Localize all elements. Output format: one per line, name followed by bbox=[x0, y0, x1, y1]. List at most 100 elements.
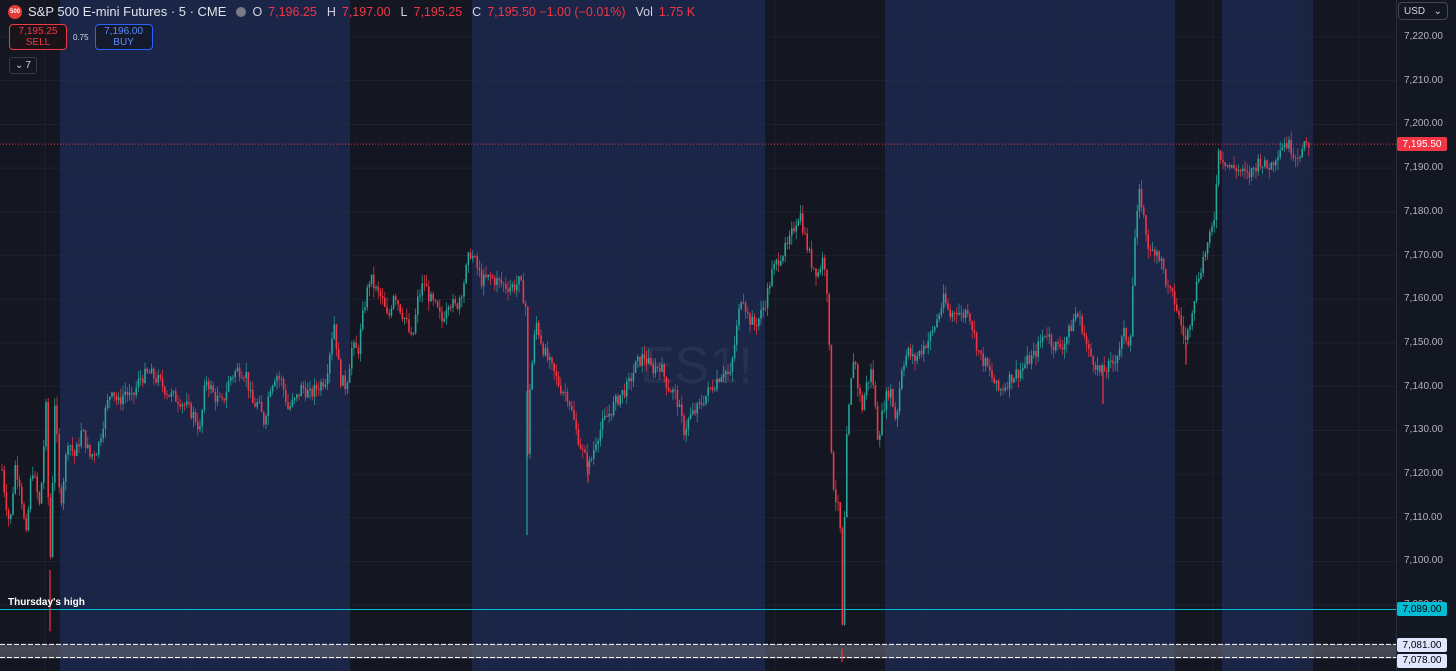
candle-body bbox=[555, 371, 558, 377]
candle-body bbox=[1002, 389, 1004, 391]
candle-body bbox=[441, 311, 443, 322]
candle-body bbox=[49, 497, 52, 557]
candle-body bbox=[1288, 139, 1290, 149]
candle-body bbox=[813, 267, 815, 269]
support-zone bbox=[0, 644, 1396, 659]
candle-body bbox=[12, 493, 14, 515]
candle-body bbox=[995, 380, 998, 384]
candle-body bbox=[1277, 157, 1279, 161]
candle-body bbox=[10, 514, 12, 520]
candle-body bbox=[340, 359, 342, 386]
candle-body bbox=[291, 399, 294, 407]
candle-body bbox=[969, 313, 971, 322]
candle-body bbox=[962, 312, 965, 318]
candle-body bbox=[1030, 354, 1033, 364]
candle-body bbox=[931, 330, 934, 333]
candle-body bbox=[197, 421, 199, 430]
candle-body bbox=[859, 388, 861, 395]
candle-body bbox=[601, 418, 604, 430]
candle-body bbox=[7, 510, 10, 520]
candle-body bbox=[353, 342, 355, 348]
price-chart[interactable] bbox=[0, 0, 1396, 671]
price-tick-label: 7,120.00 bbox=[1404, 468, 1443, 479]
candle-body bbox=[799, 213, 802, 221]
candle-body bbox=[450, 306, 452, 308]
candle-body bbox=[401, 312, 404, 319]
candle-body bbox=[557, 376, 560, 386]
sell-button[interactable]: 7,195.25 SELL bbox=[9, 24, 67, 50]
candle-body bbox=[725, 371, 727, 375]
candle-body bbox=[1268, 168, 1270, 170]
currency-select[interactable]: USD ⌄ bbox=[1398, 2, 1448, 20]
candle-body bbox=[1039, 341, 1042, 343]
candle-body bbox=[828, 294, 830, 346]
candle-body bbox=[852, 362, 855, 379]
candle-body bbox=[1022, 368, 1024, 371]
candle-body bbox=[736, 325, 738, 345]
candle-body bbox=[157, 374, 159, 383]
candle-body bbox=[520, 276, 522, 281]
candle-body bbox=[1198, 278, 1200, 282]
chart-area[interactable]: ES1! 500 S&P 500 E-mini Futures · 5 · CM… bbox=[0, 0, 1396, 671]
candle-body bbox=[1055, 341, 1057, 351]
candle-body bbox=[848, 404, 850, 435]
candle-body bbox=[412, 332, 415, 335]
candle-body bbox=[733, 344, 736, 359]
candle-body bbox=[784, 243, 786, 257]
candle-body bbox=[304, 388, 307, 398]
candle-body bbox=[282, 378, 285, 390]
candle-body bbox=[1081, 316, 1083, 333]
candle-body bbox=[45, 402, 47, 447]
candle-body bbox=[685, 428, 687, 436]
candle-body bbox=[890, 389, 892, 398]
candle-body bbox=[234, 371, 236, 378]
indicators-toggle-button[interactable]: ⌄ 7 bbox=[9, 57, 37, 74]
ohlc-high-value: 7,197.00 bbox=[341, 4, 391, 19]
candle-body bbox=[1050, 334, 1053, 347]
candle-body bbox=[3, 469, 5, 493]
ohlc-close-value: 7,195.50 −1.00 (−0.01%) bbox=[487, 4, 626, 19]
candle-body bbox=[1224, 162, 1226, 166]
candle-body bbox=[606, 415, 608, 417]
candle-body bbox=[76, 444, 78, 456]
candle-body bbox=[579, 444, 582, 449]
price-tick-label: 7,190.00 bbox=[1404, 162, 1443, 174]
candle-body bbox=[432, 293, 434, 300]
candle-body bbox=[1246, 170, 1248, 173]
candle-body bbox=[1037, 341, 1039, 357]
symbol-watermark: ES1! bbox=[640, 337, 753, 395]
candle-body bbox=[502, 283, 505, 285]
candle-body bbox=[164, 386, 166, 395]
candle-body bbox=[718, 378, 720, 382]
candle-body bbox=[300, 385, 302, 397]
candle-body bbox=[487, 274, 489, 278]
symbol-title[interactable]: S&P 500 E-mini Futures · 5 · CME bbox=[28, 4, 227, 19]
candle-body bbox=[1094, 364, 1097, 371]
candle-body bbox=[16, 465, 19, 480]
candle-body bbox=[1000, 389, 1002, 391]
candle-body bbox=[1206, 242, 1209, 254]
price-tick-label: 7,200.00 bbox=[1404, 118, 1443, 130]
candle-body bbox=[540, 335, 542, 344]
candle-body bbox=[582, 448, 584, 450]
candle-body bbox=[678, 404, 681, 407]
candle-body bbox=[870, 369, 872, 382]
buy-button[interactable]: 7,196.00 BUY bbox=[94, 24, 153, 50]
candle-body bbox=[1281, 147, 1284, 151]
candle-body bbox=[188, 401, 190, 404]
market-status-icon[interactable] bbox=[236, 6, 247, 17]
candle-body bbox=[1061, 347, 1064, 350]
candle-body bbox=[1099, 365, 1101, 373]
candle-body bbox=[516, 284, 518, 291]
candle-body bbox=[337, 348, 340, 360]
price-axis[interactable] bbox=[1396, 0, 1456, 671]
candle-body bbox=[1193, 300, 1196, 314]
candle-body bbox=[410, 331, 412, 335]
candle-body bbox=[260, 401, 263, 413]
candles bbox=[1, 131, 1310, 662]
candle-body bbox=[777, 259, 780, 266]
candle-body bbox=[483, 274, 485, 287]
candle-body bbox=[1046, 335, 1048, 337]
candle-body bbox=[793, 228, 795, 232]
candle-body bbox=[1169, 286, 1171, 289]
